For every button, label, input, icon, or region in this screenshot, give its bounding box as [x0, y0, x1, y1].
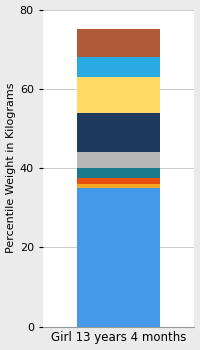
Bar — [77, 57, 160, 77]
Y-axis label: Percentile Weight in Kilograms: Percentile Weight in Kilograms — [6, 83, 16, 253]
Bar — [77, 113, 160, 152]
Bar — [77, 77, 160, 113]
Bar — [77, 178, 160, 184]
Bar — [77, 188, 160, 327]
Bar — [77, 29, 160, 57]
Bar — [77, 152, 160, 168]
Bar — [77, 168, 160, 178]
Bar — [77, 184, 160, 188]
